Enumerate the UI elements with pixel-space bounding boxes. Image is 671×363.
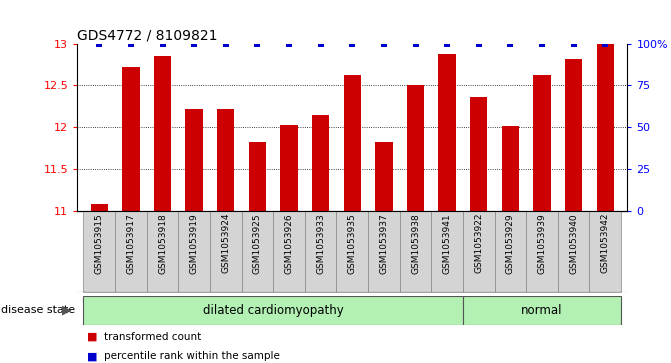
- Bar: [407, 85, 424, 211]
- Bar: [336, 211, 368, 292]
- Text: GSM1053935: GSM1053935: [348, 213, 357, 274]
- Bar: [565, 58, 582, 211]
- Bar: [249, 142, 266, 211]
- Text: GSM1053939: GSM1053939: [537, 213, 546, 274]
- Text: GDS4772 / 8109821: GDS4772 / 8109821: [77, 28, 217, 42]
- Bar: [122, 67, 140, 211]
- Bar: [305, 211, 336, 292]
- Text: GSM1053918: GSM1053918: [158, 213, 167, 274]
- Bar: [185, 109, 203, 211]
- Bar: [400, 211, 431, 292]
- Text: GSM1053933: GSM1053933: [316, 213, 325, 274]
- Text: percentile rank within the sample: percentile rank within the sample: [104, 351, 280, 362]
- Text: GSM1053926: GSM1053926: [285, 213, 293, 274]
- Bar: [533, 75, 551, 211]
- Bar: [438, 54, 456, 211]
- Text: dilated cardiomyopathy: dilated cardiomyopathy: [203, 304, 344, 317]
- Bar: [280, 125, 298, 211]
- Bar: [273, 211, 305, 292]
- Text: ▶: ▶: [62, 304, 72, 317]
- Bar: [558, 211, 589, 292]
- Bar: [463, 211, 495, 292]
- Text: GSM1053922: GSM1053922: [474, 213, 483, 273]
- Bar: [178, 211, 210, 292]
- Bar: [526, 211, 558, 292]
- Bar: [470, 97, 487, 211]
- Bar: [312, 114, 329, 211]
- Text: GSM1053917: GSM1053917: [126, 213, 136, 274]
- Text: GSM1053929: GSM1053929: [506, 213, 515, 274]
- Bar: [589, 211, 621, 292]
- Bar: [115, 211, 147, 292]
- Text: GSM1053938: GSM1053938: [411, 213, 420, 274]
- Bar: [597, 44, 614, 211]
- Text: GSM1053942: GSM1053942: [601, 213, 610, 273]
- Bar: [83, 296, 463, 325]
- Bar: [83, 211, 115, 292]
- Bar: [147, 211, 178, 292]
- Text: normal: normal: [521, 304, 563, 317]
- Bar: [431, 211, 463, 292]
- Bar: [154, 56, 171, 211]
- Text: disease state: disease state: [1, 305, 75, 315]
- Text: GSM1053941: GSM1053941: [443, 213, 452, 274]
- Bar: [368, 211, 400, 292]
- Text: ■: ■: [87, 351, 98, 362]
- Bar: [344, 75, 361, 211]
- Bar: [375, 142, 393, 211]
- Text: GSM1053925: GSM1053925: [253, 213, 262, 274]
- Bar: [463, 296, 621, 325]
- Bar: [242, 211, 273, 292]
- Text: transformed count: transformed count: [104, 332, 201, 342]
- Text: GSM1053919: GSM1053919: [190, 213, 199, 274]
- Bar: [495, 211, 526, 292]
- Text: ■: ■: [87, 332, 98, 342]
- Text: GSM1053940: GSM1053940: [569, 213, 578, 274]
- Bar: [210, 211, 242, 292]
- Bar: [502, 126, 519, 211]
- Text: GSM1053937: GSM1053937: [379, 213, 389, 274]
- Text: GSM1053915: GSM1053915: [95, 213, 104, 274]
- Bar: [217, 109, 234, 211]
- Text: GSM1053924: GSM1053924: [221, 213, 230, 273]
- Bar: [91, 204, 108, 211]
